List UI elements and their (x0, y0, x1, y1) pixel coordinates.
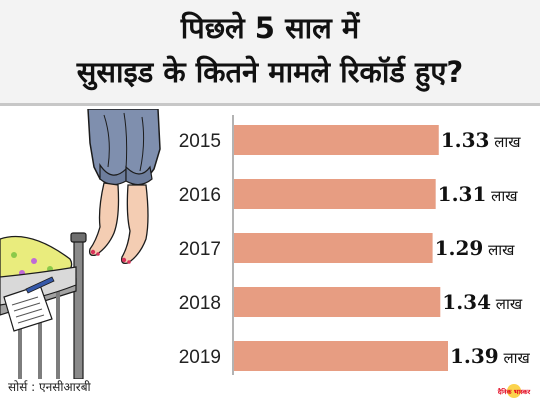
dainik-bhaskar-logo: दैनिक भास्कर (497, 384, 531, 398)
logo-sun-icon (507, 384, 521, 398)
note-writing (11, 296, 45, 324)
category-label-2015: 2015 (179, 131, 221, 152)
bar-2017 (234, 233, 433, 263)
category-label-2019: 2019 (179, 347, 221, 368)
source-note: सोर्स : एनसीआरबी (8, 380, 91, 394)
toenail-2 (96, 252, 100, 256)
left-foot (88, 182, 120, 257)
toenail-1 (90, 249, 96, 255)
data-label-2017: 1.29 लाख (435, 236, 516, 260)
hanging-feet-illustration (0, 109, 161, 379)
trouser-cuff-right (125, 165, 153, 186)
chart-title-line-1: पिछले 5 साल में (180, 11, 360, 45)
right-foot (120, 184, 149, 265)
bar-2016 (234, 179, 436, 209)
bar-chart: 2015 1.33 लाख 2016 1.31 लाख 2017 1.29 लाख 2018… (179, 115, 531, 375)
category-label-2016: 2016 (179, 185, 221, 206)
category-label-2018: 2018 (179, 293, 221, 314)
bed-post-cap (70, 232, 87, 243)
pillow-dot-1 (11, 252, 17, 258)
logo-wordmark: दैनिक भास्कर (497, 388, 531, 396)
toenail-3 (121, 257, 127, 263)
bar-2015 (234, 125, 439, 155)
chart-title-line-2: सुसाइड के कितने मामले रिकॉर्ड हुए? (76, 55, 464, 89)
toenail-4 (127, 260, 131, 264)
data-label-2016: 1.31 लाख (438, 182, 519, 206)
category-label-2017: 2017 (179, 239, 221, 260)
trouser-fold-line (103, 112, 145, 172)
bar-2019 (234, 341, 448, 371)
bar-2018 (234, 287, 441, 317)
pillow-dot-2 (31, 258, 37, 264)
header-banner: पिछले 5 साल में सुसाइड के कितने मामले रि… (0, 0, 540, 106)
data-label-2018: 1.34 लाख (442, 290, 523, 314)
data-label-2019: 1.39 लाख (450, 344, 531, 368)
data-label-2015: 1.33 लाख (441, 128, 522, 152)
pen (25, 276, 55, 294)
